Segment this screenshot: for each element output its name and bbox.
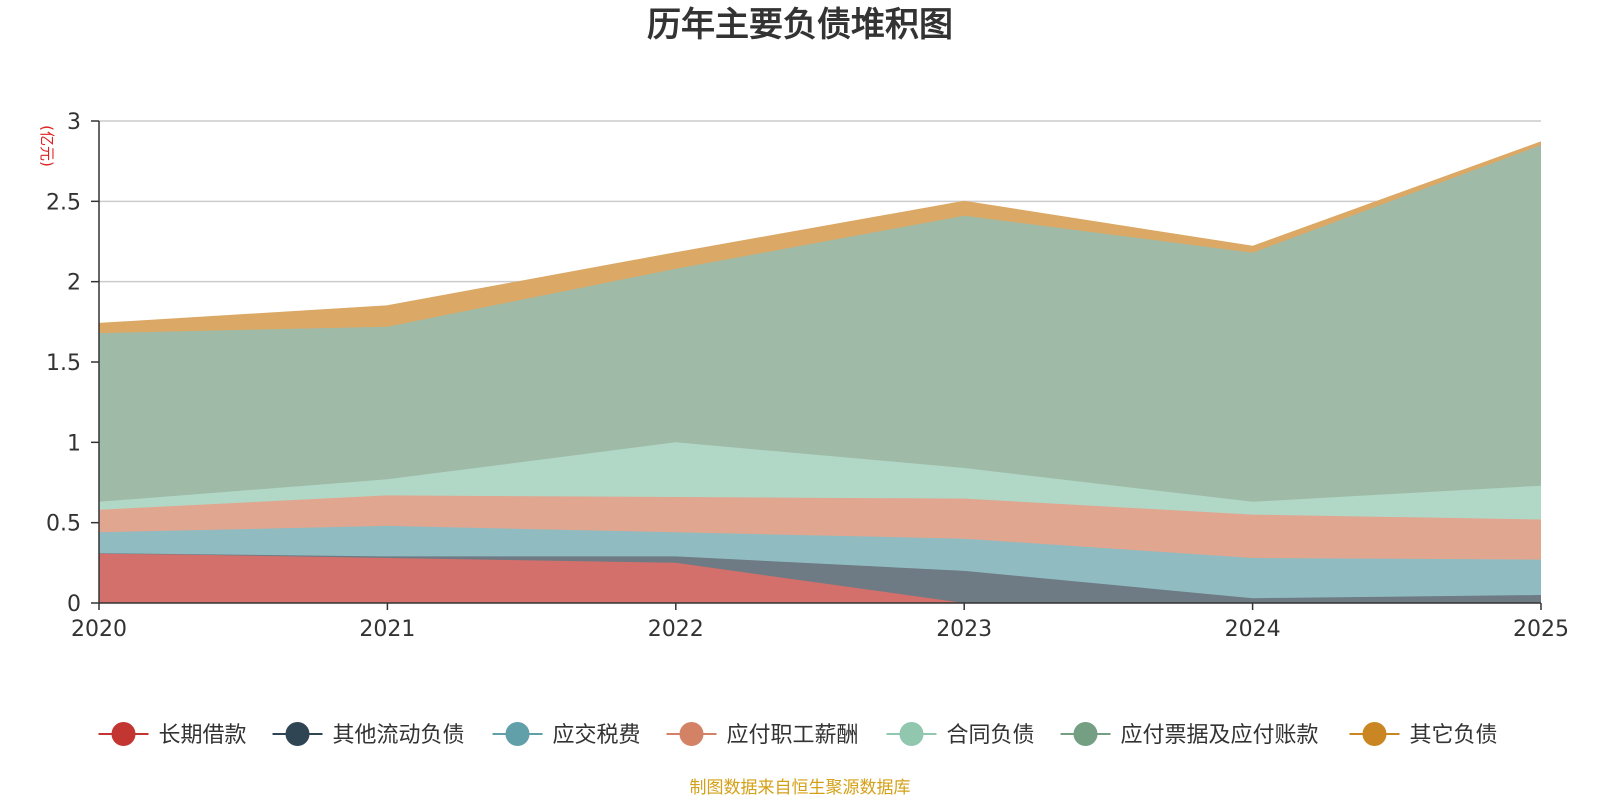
y-axis-unit: (亿元) <box>38 125 56 167</box>
x-tick-label: 2022 <box>648 617 704 642</box>
legend-label: 其他流动负债 <box>333 723 465 748</box>
area-series-2 <box>99 525 1541 599</box>
legend-label: 应付票据及应付账款 <box>1121 723 1319 748</box>
y-tick-label: 3 <box>67 110 81 135</box>
y-tick-label: 0.5 <box>46 512 81 537</box>
area-series-6 <box>99 141 1541 334</box>
x-tick-label: 2023 <box>936 617 992 642</box>
legend-item-4[interactable]: 合同负债 <box>886 722 1035 748</box>
legend-label: 合同负债 <box>947 723 1035 748</box>
legend-label: 其它负债 <box>1410 723 1498 748</box>
legend-item-1[interactable]: 其他流动负债 <box>272 722 465 748</box>
axes: 0 0.5 1 1.5 2 2.5 3 2020 2021 2022 2023 2024 2025 <box>46 110 1569 642</box>
y-tick-label: 1 <box>67 431 81 456</box>
legend-marker <box>899 722 924 746</box>
y-tick-label: 1.5 <box>46 351 81 376</box>
legend-marker <box>1073 722 1098 746</box>
legend-label: 长期借款 <box>159 723 247 748</box>
area-series-5 <box>99 145 1541 502</box>
y-tick-label: 2.5 <box>46 190 81 215</box>
legend-marker <box>1362 722 1387 746</box>
legend-label: 应交税费 <box>553 723 641 748</box>
legend-marker <box>505 722 530 746</box>
legend-item-3[interactable]: 应付职工薪酬 <box>666 722 859 748</box>
x-tick-label: 2025 <box>1513 617 1569 642</box>
legend-marker <box>285 722 310 746</box>
legend-marker <box>111 722 136 746</box>
source-note: 制图数据来自恒生聚源数据库 <box>690 778 911 798</box>
legend-item-5[interactable]: 应付票据及应付账款 <box>1060 722 1319 748</box>
x-tick-label: 2024 <box>1225 617 1281 642</box>
stacked-areas <box>98 141 1542 604</box>
y-tick-label: 0 <box>67 592 81 617</box>
area-series-1 <box>99 553 1541 603</box>
area-series-3 <box>99 495 1541 560</box>
x-tick-label: 2020 <box>71 617 127 642</box>
area-edge-series-6 <box>98 141 1542 324</box>
area-series-4 <box>99 442 1541 520</box>
legend-item-2[interactable]: 应交税费 <box>492 722 641 748</box>
area-series-0 <box>99 553 1541 603</box>
legend-item-6[interactable]: 其它负债 <box>1349 722 1498 748</box>
x-tick-label: 2021 <box>359 617 415 642</box>
y-tick-label: 2 <box>67 271 81 296</box>
legend-item-0[interactable]: 长期借款 <box>98 722 247 748</box>
legend-marker <box>679 722 704 746</box>
legend-label: 应付职工薪酬 <box>727 723 859 748</box>
legend: 长期借款 其他流动负债 应交税费 应付职工薪酬 合同负债 应付票据及应付账款 其它负债 <box>98 722 1498 748</box>
chart-title: 历年主要负债堆积图 <box>647 5 953 45</box>
